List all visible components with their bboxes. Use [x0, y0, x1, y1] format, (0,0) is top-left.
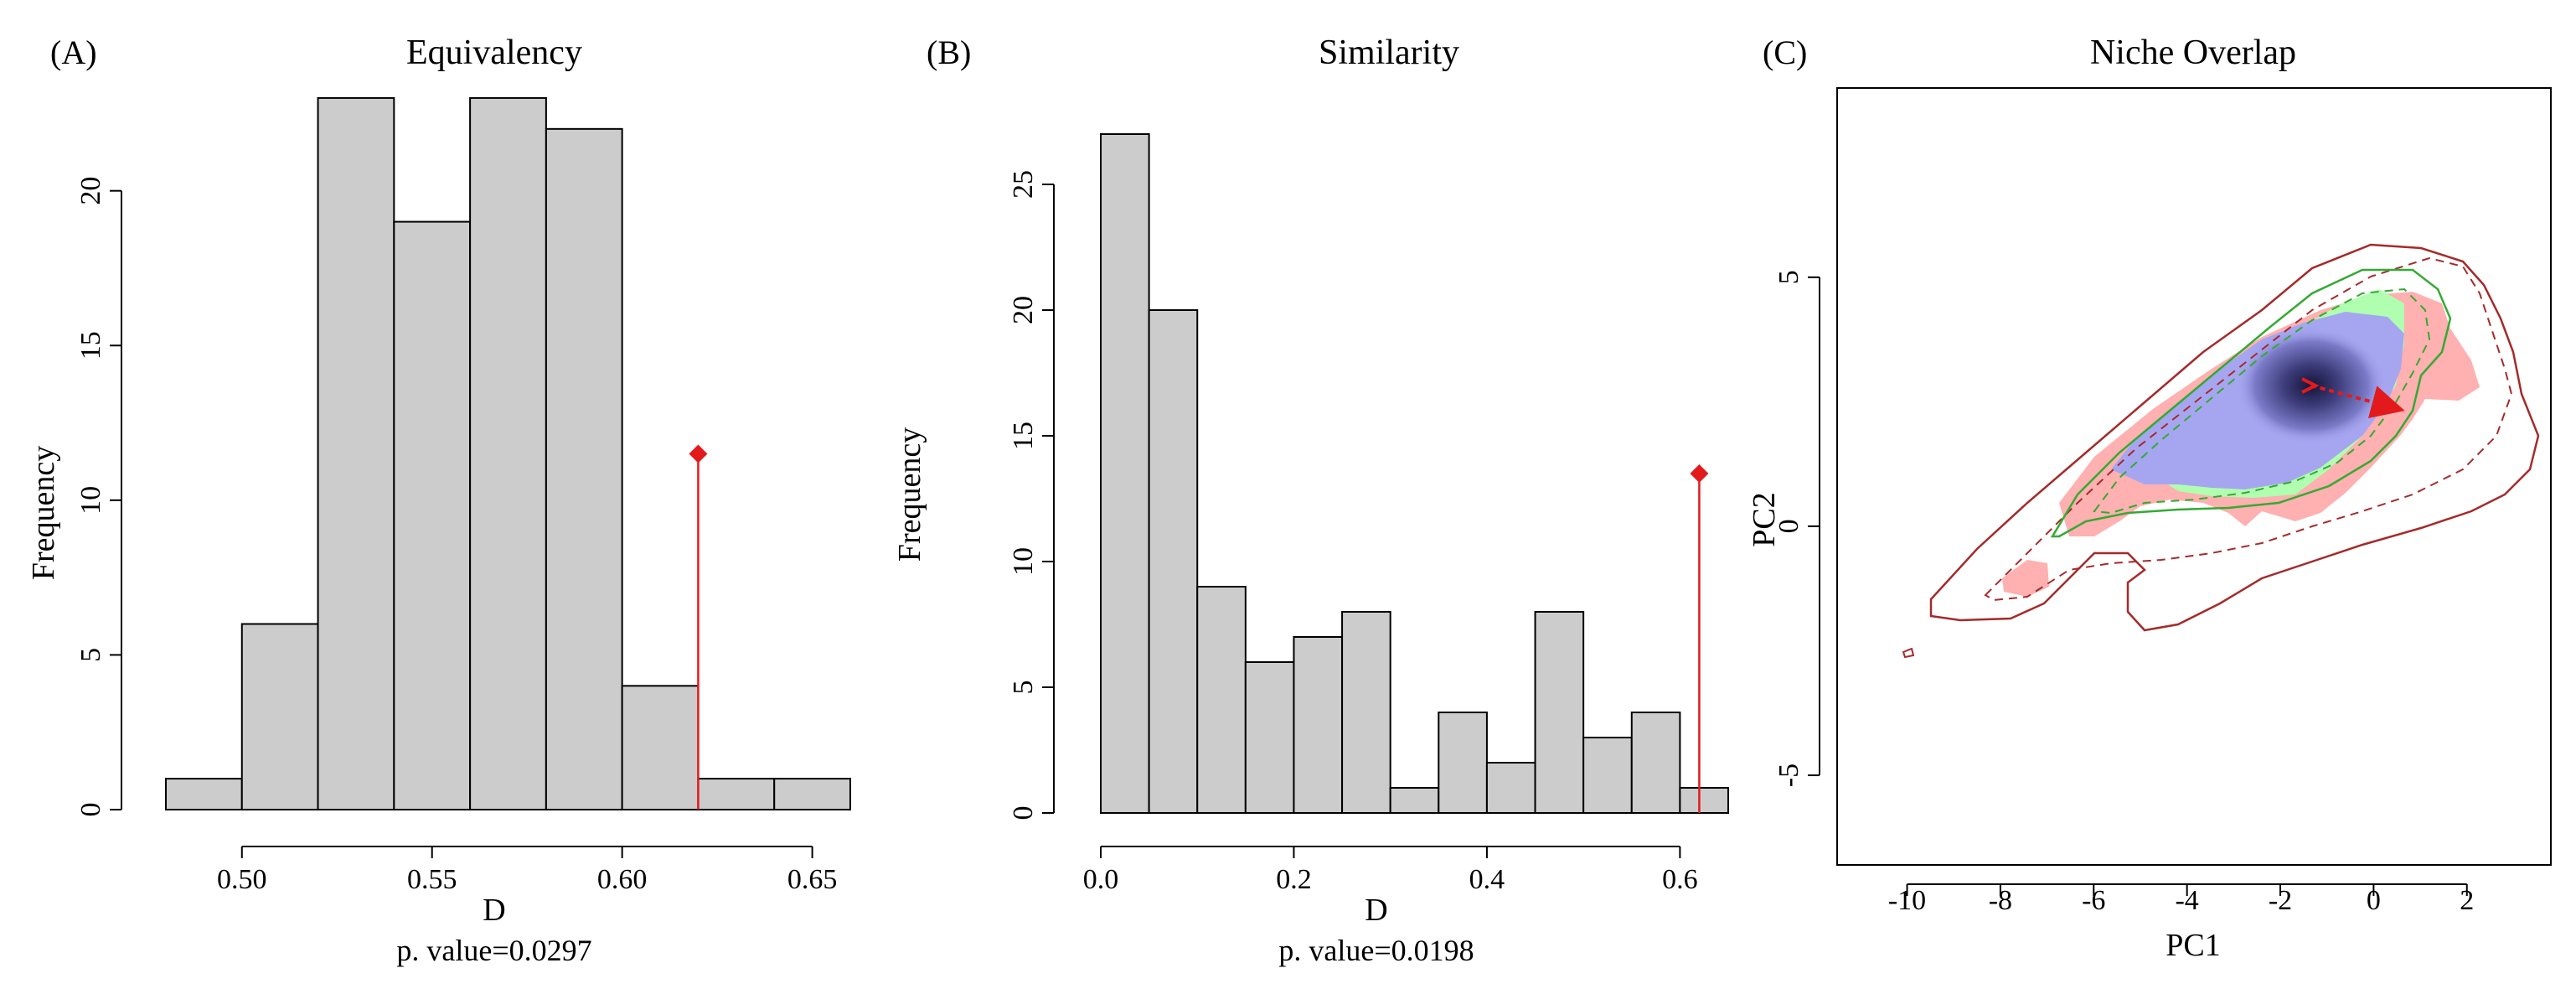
panel-b-y-tick-label: 25: [1008, 170, 1039, 199]
centroid-arrow: [2310, 384, 2405, 418]
panel-b-y-tick-label: 15: [1008, 422, 1039, 450]
panel-b-bars: [1100, 133, 1730, 814]
panel-b-bar: [1389, 787, 1440, 814]
panel-b-y-tick-label: 0: [1008, 806, 1039, 821]
centroid-start-marker: [2301, 377, 2320, 394]
panel-a-bars: [165, 96, 852, 811]
panel-b-bar: [1534, 611, 1585, 814]
panel-b-label: (B): [927, 34, 971, 71]
panel-c-x-label: PC1: [2166, 928, 2220, 963]
panel-b-x-tick-label: 0.0: [1083, 864, 1119, 895]
panel-b-bar: [1293, 636, 1344, 814]
panel-b-y-tick-label: 5: [1008, 681, 1039, 695]
panel-c-niche-overlap: (C) Niche Overlap -10 -8 -6 -4 -2 0: [1747, 34, 2552, 963]
panel-a-label: (A): [50, 34, 97, 71]
panel-a-bar: [393, 220, 472, 811]
panel-a-x-tick-label: 0.60: [597, 864, 648, 895]
panel-b-bar: [1100, 133, 1150, 814]
panel-b-y-tick-label: 20: [1008, 296, 1039, 324]
panel-b-title: Similarity: [1319, 34, 1459, 72]
panel-a-bar: [545, 127, 623, 811]
panel-a-x-tick-label: 0.65: [787, 864, 838, 895]
panel-c-y-tick-label: -5: [1773, 764, 1804, 787]
panel-a-bar: [773, 778, 852, 810]
panel-b-x-axis: 0.0 0.2 0.4 0.6: [1083, 846, 1698, 895]
panel-b-bar: [1148, 309, 1199, 814]
panel-a-y-axis: 0 5 10 15 20: [75, 177, 122, 817]
panel-a-y-tick-label: 5: [75, 648, 106, 662]
panel-a-bar: [469, 96, 547, 810]
panel-a-y-tick-label: 0: [75, 803, 106, 817]
panel-b-x-tick-label: 0.2: [1276, 864, 1312, 895]
panel-c-x-tick-label: 0: [2367, 885, 2381, 916]
panel-b-bar: [1244, 661, 1295, 814]
niche-layers: [1902, 243, 2540, 659]
panel-a-bar: [240, 623, 319, 810]
native-contour-outer: [1929, 243, 2540, 632]
panel-a-bar: [165, 778, 243, 810]
panel-c-x-axis: -10 -8 -6 -4 -2 0 2: [1888, 883, 2474, 916]
panel-c-x-tick-label: 2: [2460, 885, 2474, 916]
panel-c-title: Niche Overlap: [2090, 34, 2296, 72]
panel-b-bar: [1630, 712, 1681, 814]
panel-a-x-label: D: [483, 893, 505, 928]
panel-a-x-tick-label: 0.55: [407, 864, 457, 895]
panel-b-x-label: D: [1365, 893, 1387, 928]
native-only-patch: [2002, 560, 2049, 597]
panel-b-y-axis: 0 5 10 15 20 25: [1008, 170, 1055, 821]
panel-c-x-tick-label: -8: [1989, 885, 2012, 916]
panel-b-observed-marker: [1690, 464, 1709, 483]
invaded-contour-outer: [2050, 268, 2452, 538]
panel-b-bar: [1679, 787, 1730, 814]
panel-c-y-axis: -5 0 5: [1773, 270, 1820, 787]
panel-b-similarity: (B) Similarity 0.0 0.2 0.4 0.6 0 5 10 15 20 25 D…: [892, 34, 1730, 967]
panel-a-equivalency: (A) Equivalency 0.50 0.55 0.60 0.65 0 5 10 15 2…: [26, 34, 852, 967]
panel-b-p-value: p. value=0.0198: [1278, 934, 1474, 967]
invaded-contour-inner: [2093, 287, 2431, 515]
panel-b-x-tick-label: 0.6: [1662, 864, 1698, 895]
panel-c-label: (C): [1763, 34, 1807, 71]
panel-a-x-axis: 0.50 0.55 0.60 0.65: [217, 846, 837, 895]
panel-a-bar: [697, 778, 776, 810]
panel-c-x-tick-label: -4: [2175, 885, 2198, 916]
panel-a-y-tick-label: 20: [75, 177, 106, 205]
panel-b-y-label: Frequency: [892, 427, 927, 562]
panel-a-observed-marker: [689, 444, 708, 463]
panel-c-x-tick-label: -10: [1888, 885, 1926, 916]
panel-c-y-tick-label: 5: [1773, 270, 1804, 284]
panel-a-observed: [689, 444, 708, 810]
panel-c-y-label: PC2: [1747, 492, 1782, 546]
panel-b-bar: [1485, 762, 1536, 814]
panel-a-bar: [621, 685, 699, 810]
panel-a-bar: [317, 96, 395, 810]
panel-c-x-tick-label: -6: [2082, 885, 2105, 916]
panel-c-y-tick-label: 0: [1773, 519, 1804, 533]
native-only-patch-right: [2396, 359, 2467, 394]
panel-b-observed: [1690, 464, 1709, 813]
panel-b-x-tick-label: 0.4: [1469, 864, 1505, 895]
panel-a-title: Equivalency: [406, 34, 582, 72]
panel-b-bar: [1196, 586, 1247, 814]
panel-b-y-tick-label: 10: [1008, 547, 1039, 576]
panel-a-y-tick-label: 15: [75, 331, 106, 360]
panel-b-bar: [1438, 712, 1488, 814]
native-contour-dot: [1902, 647, 1915, 659]
panel-a-y-tick-label: 10: [75, 486, 106, 515]
panel-a-x-tick-label: 0.50: [217, 864, 267, 895]
panel-b-bar: [1341, 611, 1391, 814]
panel-b-bar: [1582, 737, 1633, 814]
panel-a-p-value: p. value=0.0297: [396, 934, 591, 967]
panel-a-y-label: Frequency: [26, 446, 61, 580]
panel-c-frame: [1836, 87, 2552, 866]
panel-c-x-tick-label: -2: [2269, 885, 2292, 916]
